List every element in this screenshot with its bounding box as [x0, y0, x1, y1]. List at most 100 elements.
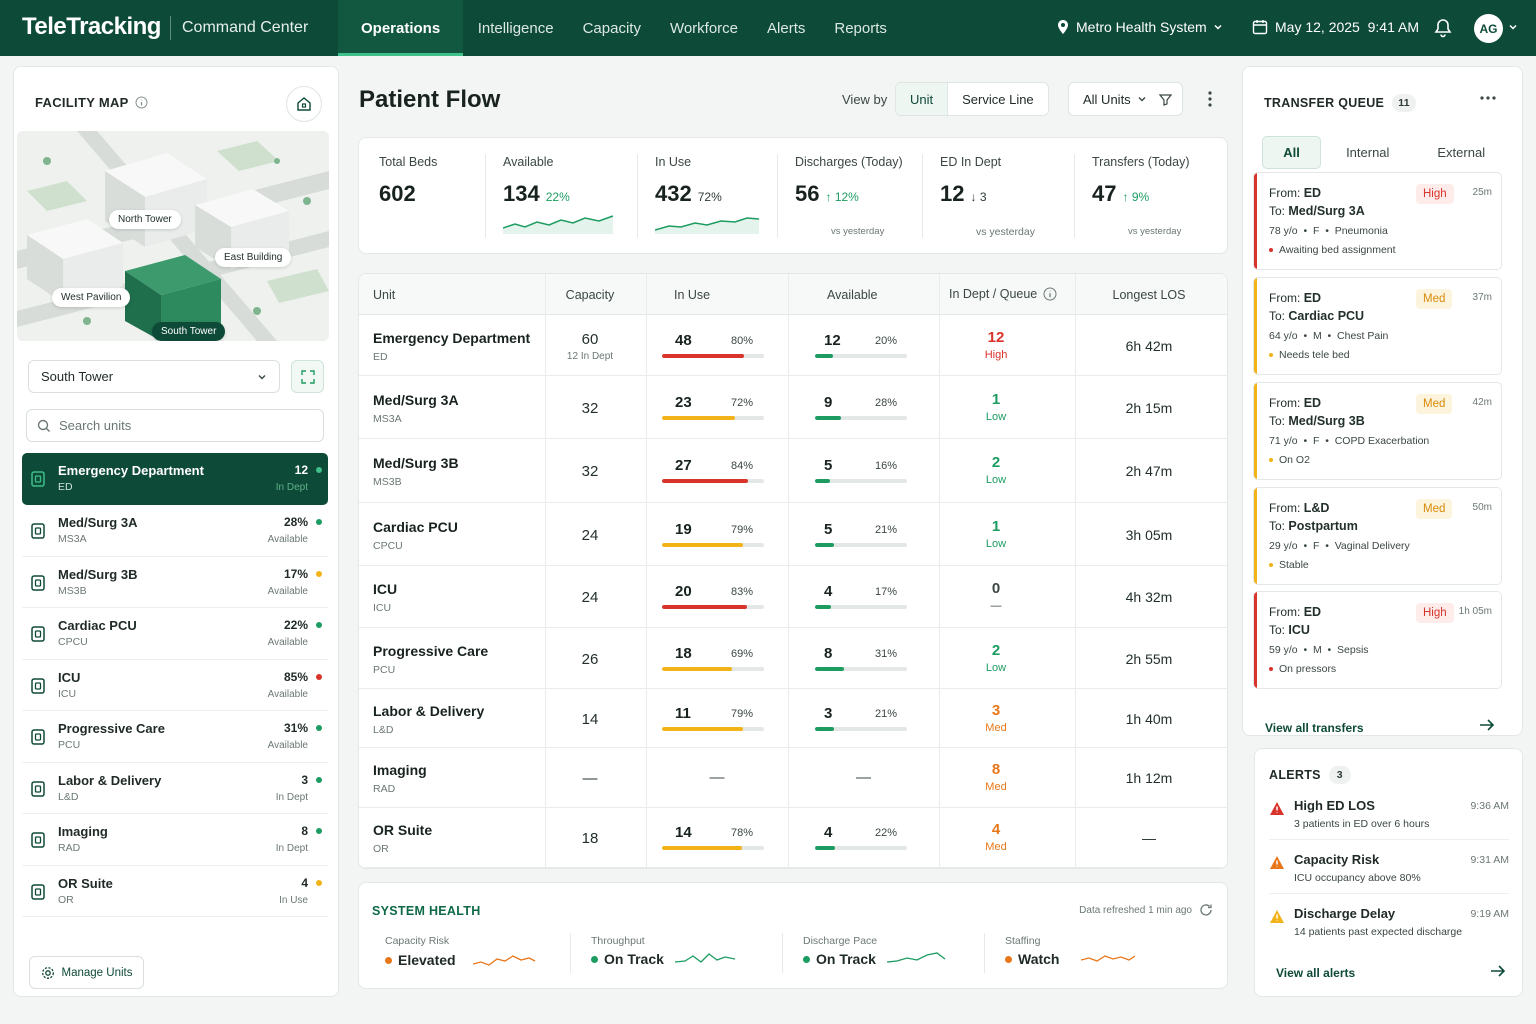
expand-map-button[interactable] [291, 360, 324, 393]
priority-accent [1254, 278, 1257, 374]
alert-item[interactable]: Discharge Delay 14 patients past expected… [1269, 906, 1509, 948]
unit-list-item[interactable]: Med/Surg 3A MS3A 28% Available [22, 505, 328, 557]
view-option-unit[interactable]: Unit [896, 83, 949, 115]
col-capacity[interactable]: Capacity [565, 288, 615, 302]
unit-list-item[interactable]: Progressive Care PCU 31% Available [22, 711, 328, 763]
main-nav: Operations Intelligence Capacity Workforce A… [338, 0, 901, 56]
tab-internal[interactable]: Internal [1346, 145, 1390, 160]
building-select[interactable]: South Tower [28, 360, 280, 393]
manage-units-button[interactable]: Manage Units [29, 956, 144, 989]
table-row[interactable]: OR Suite OR 18 14 78% 4 22% 4 Med — [359, 808, 1227, 868]
from-label: From: [1269, 605, 1301, 619]
info-icon[interactable] [135, 96, 148, 109]
row-unit-name[interactable]: OR Suite [373, 822, 433, 838]
map-label-north-tower[interactable]: North Tower [109, 210, 181, 229]
more-vertical-icon[interactable] [1204, 90, 1216, 108]
kpi-comparison: vs yesterday [976, 226, 1035, 238]
transfer-note: Stable [1269, 559, 1309, 571]
alert-description: 14 patients past expected discharge [1294, 926, 1463, 938]
unit-list-item[interactable]: Med/Surg 3B MS3B 17% Available [22, 557, 328, 608]
nav-workforce[interactable]: Workforce [669, 19, 739, 37]
transfer-card[interactable]: From: ED To: Med/Surg 3B Med 42m 71 y/o • F … [1253, 382, 1502, 480]
map-label-east-building[interactable]: East Building [215, 248, 292, 267]
col-in-use[interactable]: In Use [674, 288, 711, 302]
unit-name: ICU [58, 669, 81, 685]
chevron-down-icon[interactable] [1508, 22, 1518, 32]
row-available: — [856, 769, 871, 786]
table-row[interactable]: Med/Surg 3A MS3A 32 23 72% 9 28% 1 Low 2h 15m [359, 376, 1227, 439]
row-unit-name[interactable]: Emergency Department [373, 329, 531, 346]
info-icon[interactable] [1043, 287, 1057, 301]
view-all-transfers-link[interactable]: View all transfers [1265, 721, 1364, 735]
home-building-button[interactable] [286, 86, 322, 122]
priority-badge: Med [1416, 499, 1453, 519]
column-divider [788, 274, 789, 868]
unit-filter[interactable]: All Units [1068, 82, 1183, 116]
avatar[interactable]: AG [1474, 14, 1503, 43]
row-unit-name[interactable]: Cardiac PCU [373, 518, 458, 535]
logo[interactable]: TeleTracking [22, 13, 161, 40]
table-row[interactable]: Med/Surg 3B MS3B 32 27 84% 5 16% 2 Low 2h 47m [359, 439, 1227, 503]
table-row[interactable]: Imaging RAD — — — 8 Med 1h 12m [359, 748, 1227, 808]
table-row[interactable]: ICU ICU 24 20 83% 4 17% 0 — 4h 32m [359, 566, 1227, 628]
facility-map[interactable]: North Tower East Building West Pavilion … [17, 131, 329, 341]
nav-intelligence[interactable]: Intelligence [477, 19, 554, 37]
table-row[interactable]: Emergency Department ED 60 12 In Dept 48 80% 1… [359, 315, 1227, 376]
tab-external[interactable]: External [1437, 145, 1486, 160]
arrow-right-icon[interactable] [1490, 964, 1506, 978]
health-metric: Staffing Watch [1005, 935, 1175, 975]
system-selector[interactable]: Metro Health System [1056, 19, 1223, 35]
nav-capacity[interactable]: Capacity [582, 19, 641, 37]
unit-list-item[interactable]: OR Suite OR 4 In Use [22, 866, 328, 917]
unit-list-item[interactable]: Cardiac PCU CPCU 22% Available [22, 608, 328, 660]
col-longest-los[interactable]: Longest LOS [1112, 288, 1186, 302]
alert-item[interactable]: High ED LOS 3 patients in ED over 6 hours… [1269, 798, 1509, 840]
health-sparkline [675, 953, 736, 963]
nav-operations[interactable]: Operations [338, 0, 464, 56]
table-row[interactable]: Progressive Care PCU 26 18 69% 8 31% 2 Low 2h 55m [359, 628, 1227, 689]
tab-all[interactable]: All [1262, 136, 1321, 169]
table-row[interactable]: Labor & Delivery L&D 14 11 79% 3 21% 3 Med 1h 40m [359, 689, 1227, 748]
transfer-card[interactable]: From: ED To: Cardiac PCU Med 37m 64 y/o • M … [1253, 277, 1502, 375]
status-dot [316, 828, 322, 834]
transfer-card[interactable]: From: ED To: ICU High 1h 05m 59 y/o • M • Se… [1253, 591, 1502, 689]
transfer-card[interactable]: From: ED To: Med/Surg 3A High 25m 78 y/o • F… [1253, 172, 1502, 270]
unit-list-item[interactable]: ICU ICU 85% Available [22, 660, 328, 711]
from-label: From: [1269, 186, 1301, 200]
datetime[interactable]: May 12, 2025 9:41 AM [1252, 19, 1419, 35]
row-unit-name[interactable]: Med/Surg 3B [373, 455, 459, 471]
row-unit-name[interactable]: Progressive Care [373, 642, 489, 659]
row-unit-name[interactable]: ICU [373, 581, 398, 597]
kpi-change: ↓ 3 [970, 190, 987, 204]
bell-icon[interactable] [1434, 18, 1452, 38]
map-label-west-pavilion[interactable]: West Pavilion [52, 288, 131, 307]
table-row[interactable]: Cardiac PCU CPCU 24 19 79% 5 21% 1 Low 3h 05m [359, 503, 1227, 566]
unit-sub: Available [267, 688, 308, 700]
unit-list-item[interactable]: Imaging RAD 8 In Dept [22, 814, 328, 866]
unit-list-item[interactable]: Emergency Department ED 12 In Dept [22, 453, 328, 505]
nav-alerts[interactable]: Alerts [767, 19, 806, 37]
search-input[interactable]: Search units [26, 409, 324, 442]
col-unit[interactable]: Unit [373, 288, 396, 302]
health-sparkline [887, 952, 946, 963]
bar-fill [662, 846, 742, 850]
col-queue[interactable]: In Dept / Queue [949, 287, 1057, 301]
row-unit-name[interactable]: Med/Surg 3A [373, 391, 459, 408]
alert-item[interactable]: Capacity Risk ICU occupancy above 80% 9:31… [1269, 852, 1509, 894]
more-horizontal-icon[interactable] [1478, 92, 1498, 104]
unit-list-item[interactable]: Labor & Delivery L&D 3 In Dept [22, 763, 328, 814]
view-all-alerts-link[interactable]: View all alerts [1276, 966, 1356, 980]
kpi-2: In Use 432 72% [655, 155, 775, 237]
row-unit-name[interactable]: Labor & Delivery [373, 702, 485, 719]
row-available: 5 [824, 520, 833, 538]
refresh-icon[interactable] [1199, 903, 1213, 917]
health-metric-text: On Track [604, 951, 664, 967]
view-option-service-line[interactable]: Service Line [962, 91, 1034, 107]
col-available[interactable]: Available [827, 288, 878, 302]
arrow-right-icon[interactable] [1479, 718, 1495, 732]
unit-list: Emergency Department ED 12 In Dept Med/Surg … [22, 453, 328, 917]
nav-reports[interactable]: Reports [834, 19, 887, 37]
map-label-south-tower[interactable]: South Tower [152, 322, 226, 341]
row-unit-name[interactable]: Imaging [373, 762, 427, 778]
transfer-card[interactable]: From: L&D To: Postpartum Med 50m 29 y/o • F … [1253, 487, 1502, 585]
